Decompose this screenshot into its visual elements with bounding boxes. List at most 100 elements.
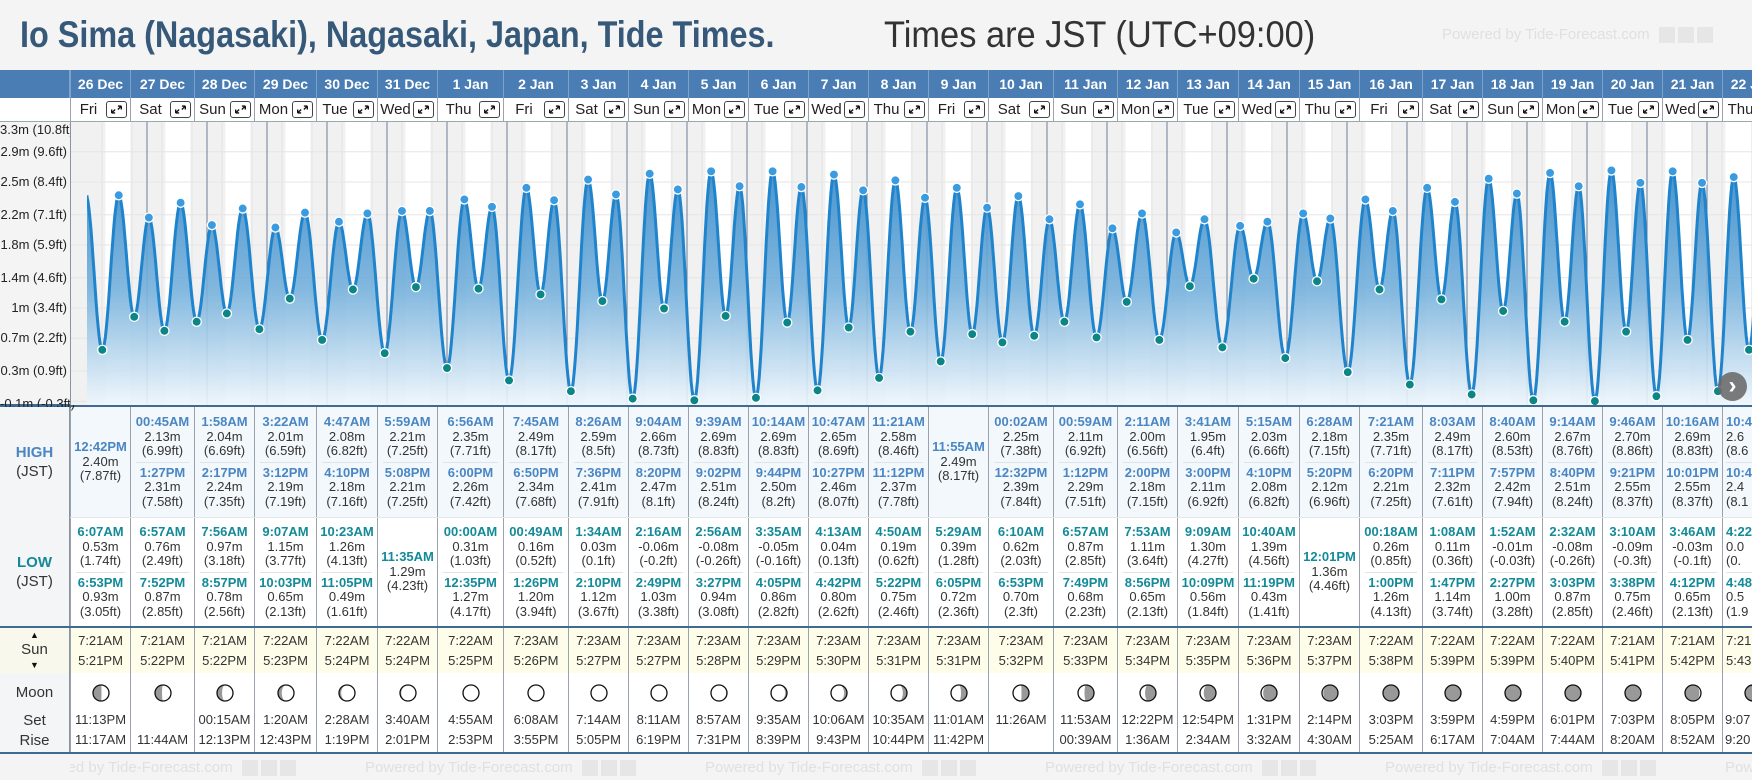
low-tide-cell: 00:49AM 0.16m (0.52ft) 1:26PM 1.20m (3.94ft) <box>503 518 568 626</box>
powered-by-watermark[interactable]: Powered by Tide-Forecast.com <box>1385 759 1656 776</box>
expand-day-button[interactable] <box>1638 101 1659 118</box>
y-axis-tick-label: 2.5m (8.4ft) <box>0 174 67 189</box>
expand-day-button[interactable] <box>1578 101 1599 118</box>
tide-height-m: 0.68m <box>1067 589 1104 604</box>
tide-entry: 6:28AM 2.18m (7.15ft) <box>1300 414 1359 459</box>
expand-day-button[interactable] <box>1275 101 1296 118</box>
low-tide-point <box>1091 332 1102 343</box>
low-tide-point <box>966 328 978 340</box>
tide-height-ft: (8.83ft) <box>1671 443 1714 458</box>
expand-day-button[interactable] <box>292 101 313 118</box>
sunrise-time: 7:23AM <box>1307 632 1352 648</box>
expand-day-button[interactable] <box>106 101 127 118</box>
expand-day-button[interactable] <box>604 101 625 118</box>
tide-entry: 9:44PM 2.50m (8.2ft) <box>749 465 808 510</box>
weekday-label: Wed <box>380 101 411 118</box>
expand-day-button[interactable] <box>1518 101 1539 118</box>
powered-by-text: Powered by Tide-Forecast.com <box>365 759 573 776</box>
sunrise-time: 7:23AM <box>696 632 741 648</box>
tide-time: 4:10PM <box>324 464 370 480</box>
entry-divider <box>813 571 864 573</box>
sunset-time: 5:30PM <box>816 652 861 668</box>
tide-height-ft: (2.46ft) <box>877 603 920 619</box>
expand-day-button[interactable] <box>230 101 251 118</box>
powered-by-watermark[interactable]: Powered by Tide-Forecast.com <box>365 759 636 776</box>
moon-cell: 3:59PM 6:17AM <box>1422 673 1482 752</box>
moonset-time: 8:05PM <box>1670 712 1715 727</box>
high-tide-point <box>237 203 248 214</box>
tide-height-ft: (6.59ft) <box>264 443 307 458</box>
expand-day-button[interactable] <box>1335 101 1356 118</box>
tide-height-ft: (2.23ft) <box>1064 603 1107 619</box>
tide-height-m: 0.0 <box>1726 538 1745 554</box>
expand-day-button[interactable] <box>1029 101 1050 118</box>
expand-day-button[interactable] <box>170 101 191 118</box>
tide-entry: 3:35AM -0.05m (-0.16ft) <box>749 524 808 569</box>
tide-time: 10:23AM <box>320 524 374 539</box>
moon-phase-icon <box>1320 684 1339 702</box>
y-axis-tick-label: 0.3m (0.9ft) <box>0 363 67 378</box>
tide-height-ft: (2.13ft) <box>1126 603 1169 619</box>
moon-phase-icon <box>1623 684 1642 702</box>
expand-day-button[interactable] <box>1698 101 1719 118</box>
expand-day-button[interactable] <box>664 101 685 118</box>
expand-day-button[interactable] <box>964 101 985 118</box>
sun-times-cell: 7:21AM 5:42PM <box>1662 628 1722 673</box>
sun-label: Sun <box>21 641 48 658</box>
powered-by-watermark[interactable]: Powered by Tide-Forecast.com <box>1045 759 1316 776</box>
expand-day-button[interactable] <box>479 101 500 118</box>
powered-by-watermark[interactable]: Powered by Tide-Forecast.com <box>1725 759 1752 776</box>
low-tide-cell: 5:29AM 0.39m (1.28ft) 6:05PM 0.72m (2.36ft) <box>928 518 988 626</box>
expand-day-button[interactable] <box>1458 101 1479 118</box>
expand-day-button[interactable] <box>724 101 745 118</box>
tide-time: 11:19PM <box>1242 574 1296 590</box>
moonset-time: 1:20AM <box>263 712 308 727</box>
high-tide-point <box>206 219 218 231</box>
expand-icon <box>849 105 860 114</box>
tide-height-m: 0.65m <box>267 589 304 604</box>
tide-height-ft: (7.15ft) <box>1126 493 1169 509</box>
sunset-time: 5:41PM <box>1610 652 1655 668</box>
tide-entry: 11:21AM 2.58m (8.46ft) <box>869 414 928 459</box>
expand-day-button[interactable] <box>413 101 434 118</box>
entry-divider <box>136 571 189 573</box>
expand-day-button[interactable] <box>844 101 865 118</box>
expand-day-button[interactable] <box>1214 101 1235 118</box>
arrow-logo-icon <box>1280 759 1297 776</box>
expand-day-button[interactable] <box>353 101 374 118</box>
scroll-right-button[interactable]: › <box>1718 372 1747 401</box>
weekday-label: Mon <box>691 101 722 118</box>
high-tide-cell: 3:41AM 1.95m (6.4ft) 3:00PM 2.11m (6.92ft) <box>1177 407 1238 517</box>
tide-time: 1:34AM <box>575 524 622 539</box>
date-header: 8 Jan <box>868 70 928 98</box>
powered-by-watermark[interactable]: Powered by Tide-Forecast.com <box>705 759 976 776</box>
moonset-time: 2:28AM <box>324 712 370 727</box>
tide-height-ft: (8.17ft) <box>515 443 557 458</box>
expand-day-button[interactable] <box>784 101 805 118</box>
weekday-label: Tue <box>753 101 780 118</box>
high-tide-point <box>1074 199 1086 210</box>
sun-label-cell[interactable]: ▲ Sun ▼ <box>0 628 70 673</box>
high-tide-cell: 10:4 2.6 (8.6 10:4 2.4 (8.1 <box>1722 407 1752 517</box>
moonset-time: 11:01AM <box>932 712 985 727</box>
tide-height-m: 1.14m <box>1434 589 1471 604</box>
moon-phase-icon <box>1503 684 1522 702</box>
tide-height-m: -0.09m <box>1612 538 1653 554</box>
powered-by-watermark[interactable]: Powered by Tide-Forecast.com <box>70 759 296 776</box>
tide-height-m: 2.29m <box>1067 479 1104 494</box>
powered-by-banner[interactable]: Powered by Tide-Forecast.com <box>1442 26 1713 43</box>
expand-day-button[interactable] <box>904 101 925 118</box>
sunset-time: 5:21PM <box>78 652 123 668</box>
high-tide-row: 12:42PM 2.40m (7.87ft) 00:45AM 2.13m (6.99ft)… <box>0 407 1752 518</box>
tide-height-ft: (3.94ft) <box>515 603 557 619</box>
expand-day-button[interactable] <box>1093 101 1114 118</box>
expand-day-button[interactable] <box>1153 101 1174 118</box>
tide-height-ft: (8.46ft) <box>877 443 920 458</box>
weekday-cell: Tue <box>1602 98 1662 121</box>
expand-day-button[interactable] <box>1398 101 1419 118</box>
expand-day-button[interactable] <box>544 101 565 118</box>
tide-height-ft: (3.38ft) <box>637 603 680 619</box>
tide-height-ft: (3.05ft) <box>79 603 122 619</box>
low-tide-point <box>1620 326 1632 337</box>
tide-height-m: 2.4 <box>1726 479 1745 494</box>
